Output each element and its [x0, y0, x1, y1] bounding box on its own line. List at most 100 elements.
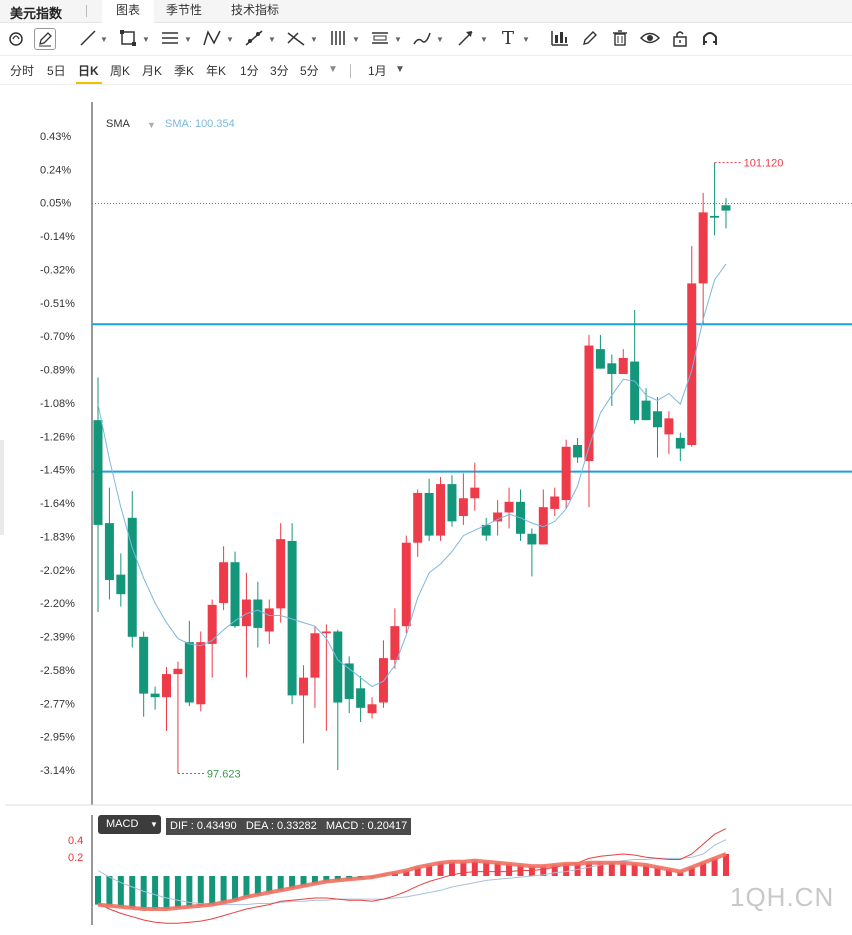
chevron-down-icon[interactable]: ▼ — [436, 35, 444, 44]
parallel-lines-icon[interactable] — [160, 28, 180, 48]
candle-body — [230, 562, 240, 627]
candle-body — [618, 357, 628, 374]
watermark: 1QH.CN — [730, 882, 835, 912]
sma-legend-label: SMA — [106, 118, 130, 130]
chevron-down-icon[interactable]: ▼ — [226, 35, 234, 44]
candle-body — [184, 642, 194, 703]
eye-icon[interactable] — [640, 28, 660, 48]
candle-body — [698, 212, 708, 284]
period-monthly[interactable]: 月K — [142, 64, 163, 78]
chart-type-icon[interactable] — [550, 28, 570, 48]
candle-body — [481, 524, 491, 536]
macd-curve — [97, 852, 727, 911]
line-icon[interactable] — [78, 28, 98, 48]
text-icon[interactable]: T — [501, 27, 514, 49]
macd-bar — [688, 867, 695, 876]
period-3min[interactable]: 3分 — [270, 64, 289, 78]
candle-body — [333, 631, 343, 703]
y-tick-label: -2.39% — [40, 632, 75, 644]
candle-body — [470, 487, 480, 499]
pattern-icon[interactable] — [202, 28, 222, 48]
chevron-down-icon[interactable]: ▼ — [184, 35, 192, 44]
macd-bar — [414, 867, 421, 876]
period-1min[interactable]: 1分 — [240, 64, 259, 78]
chevron-down-icon[interactable]: ▼ — [310, 35, 318, 44]
macd-bar — [426, 865, 433, 876]
period-weekly[interactable]: 周K — [110, 64, 131, 78]
chevron-down-icon[interactable]: ▼ — [522, 35, 530, 44]
candle-body — [630, 361, 640, 421]
macd-bar — [494, 862, 501, 876]
period-divider — [350, 64, 351, 78]
y-tick-label: -2.20% — [40, 598, 75, 610]
macd-label: MACD — [106, 818, 139, 830]
macd-bar — [163, 876, 170, 909]
candle-body — [504, 501, 514, 513]
chevron-down-icon[interactable]: ▼ — [352, 35, 360, 44]
macd-bar — [677, 871, 684, 876]
candle-body — [447, 484, 457, 522]
candle-body — [527, 533, 537, 545]
y-tick-label: -1.08% — [40, 398, 75, 410]
title-divider — [86, 5, 87, 17]
macd-tick-0.4: 0.4 — [68, 835, 84, 847]
candle-body — [344, 663, 354, 699]
tab-seasonality[interactable]: 季节性 — [165, 3, 202, 17]
period-selector: 分时 5日 日K 周K 月K 季K 年K 1分 3分 5分 ▼ 1月 ▼ — [0, 56, 852, 85]
candle-body — [219, 562, 229, 604]
period-daily[interactable]: 日K — [78, 64, 99, 78]
chevron-down-icon[interactable]: ▼ — [480, 35, 488, 44]
chevron-down-icon[interactable]: ▼ — [147, 120, 156, 130]
magnet2-icon[interactable] — [700, 28, 720, 48]
macd-bar — [620, 862, 627, 876]
arrow-icon[interactable] — [456, 28, 476, 48]
pencil-icon[interactable] — [34, 28, 56, 50]
y-tick-label: -2.95% — [40, 732, 75, 744]
macd-bar — [197, 876, 204, 906]
rect-icon[interactable] — [118, 28, 138, 48]
y-tick-label: -0.89% — [40, 365, 75, 377]
y-tick-label: -1.45% — [40, 465, 75, 477]
candle-body — [458, 498, 468, 517]
lock-icon[interactable] — [670, 28, 690, 48]
brush-icon[interactable] — [412, 28, 432, 48]
magnet-icon[interactable] — [6, 28, 26, 48]
chevron-down-icon[interactable]: ▼ — [268, 35, 276, 44]
channel-icon[interactable] — [370, 28, 390, 48]
chevron-down-icon[interactable]: ▼ — [395, 64, 405, 75]
candle-body — [664, 418, 674, 435]
macd-bar — [174, 876, 181, 908]
macd-bar — [209, 876, 216, 905]
macd-bar — [700, 862, 707, 876]
period-5day[interactable]: 5日 — [47, 64, 66, 78]
period-quarterly[interactable]: 季K — [174, 64, 195, 78]
candle-body — [116, 574, 126, 595]
period-time-sharing[interactable]: 分时 — [10, 64, 35, 78]
side-collapse-handle[interactable] — [0, 440, 4, 535]
macd-bar — [266, 876, 273, 893]
macd-bar — [551, 865, 558, 876]
measure-icon[interactable] — [286, 28, 306, 48]
trash-icon[interactable] — [610, 28, 630, 48]
period-5min[interactable]: 5分 — [300, 64, 319, 78]
period-yearly[interactable]: 年K — [206, 64, 227, 78]
tab-indicators[interactable]: 技术指标 — [230, 3, 279, 17]
range-select[interactable]: 1月 — [368, 64, 387, 78]
chevron-down-icon[interactable]: ▼ — [394, 35, 402, 44]
macd-bar — [574, 863, 581, 876]
edit-icon[interactable] — [580, 28, 600, 48]
chevron-down-icon[interactable]: ▼ — [100, 35, 108, 44]
chevron-down-icon[interactable]: ▼ — [328, 64, 338, 75]
macd-bar — [483, 861, 490, 876]
macd-select[interactable]: MACD ▼ — [98, 815, 161, 834]
y-tick-label: -1.64% — [40, 498, 75, 510]
candle-body — [687, 283, 697, 446]
y-tick-label: 0.43% — [40, 131, 71, 143]
macd-bar — [117, 876, 124, 907]
tab-chart[interactable]: 图表 — [102, 0, 154, 24]
fib-icon[interactable] — [244, 28, 264, 48]
candle-body — [196, 642, 206, 705]
chevron-down-icon[interactable]: ▼ — [142, 35, 150, 44]
gann-icon[interactable] — [328, 28, 348, 48]
